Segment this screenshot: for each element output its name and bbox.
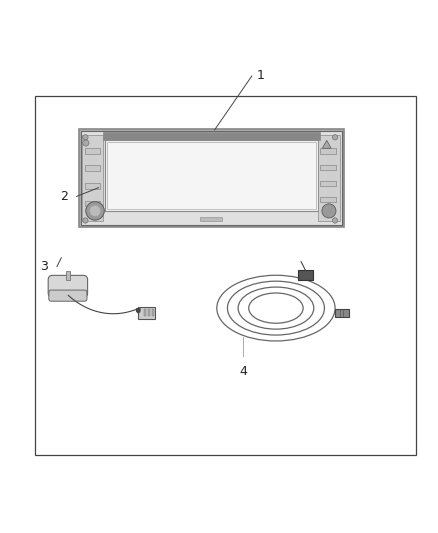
Bar: [105, 140, 318, 211]
Bar: [103, 133, 320, 140]
Bar: [85, 166, 100, 171]
Bar: [82, 135, 103, 221]
Bar: [152, 310, 154, 316]
FancyBboxPatch shape: [49, 290, 87, 301]
FancyBboxPatch shape: [48, 276, 88, 297]
FancyBboxPatch shape: [299, 270, 313, 280]
Circle shape: [90, 206, 100, 216]
Circle shape: [86, 201, 104, 220]
Bar: [320, 165, 336, 170]
Text: 2: 2: [60, 190, 68, 203]
Bar: [66, 271, 70, 280]
Circle shape: [83, 135, 88, 140]
Bar: [107, 142, 316, 209]
Bar: [85, 148, 100, 154]
Bar: [85, 183, 100, 189]
Circle shape: [322, 204, 336, 218]
Bar: [200, 217, 222, 221]
Circle shape: [83, 140, 89, 146]
Polygon shape: [322, 140, 331, 148]
Text: 3: 3: [40, 260, 48, 273]
Text: 1: 1: [256, 69, 264, 83]
FancyBboxPatch shape: [335, 309, 349, 317]
Bar: [79, 128, 344, 227]
Bar: [318, 135, 340, 221]
Bar: [320, 181, 336, 186]
Bar: [81, 131, 342, 225]
Circle shape: [332, 218, 338, 223]
Text: 4: 4: [239, 365, 247, 378]
Circle shape: [332, 135, 338, 140]
Circle shape: [83, 218, 88, 223]
Bar: [148, 310, 150, 316]
Bar: [320, 148, 336, 154]
Bar: [144, 310, 146, 316]
Bar: [320, 197, 336, 202]
Bar: [85, 201, 100, 206]
Bar: [35, 96, 416, 455]
FancyBboxPatch shape: [138, 307, 155, 319]
